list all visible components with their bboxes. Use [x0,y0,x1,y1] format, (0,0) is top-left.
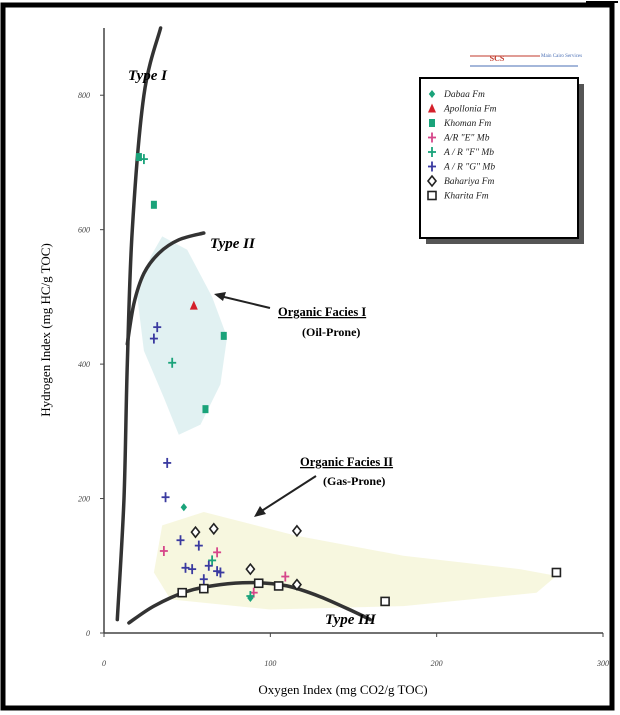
logo-right-text: Main Cairo Services [541,54,582,59]
data-point-series-2 [150,200,157,209]
label-organic-facies-ii: Organic Facies II [300,455,393,469]
legend-label-5: A / R "G" Mb [443,163,495,173]
data-point-series-7 [253,578,264,589]
x-axis-title: Oxygen Index (mg CO2/g TOC) [258,682,427,697]
legend-box [419,77,579,239]
label-type-iii: Type III [325,612,377,628]
data-point-series-6 [291,578,302,591]
label-type-i: Type I [128,68,168,84]
arrow-facies-i [219,295,271,309]
data-point-series-5 [163,457,172,468]
data-point-series-2 [202,405,209,414]
data-point-series-5 [153,322,162,333]
legend-marker-0 [428,90,436,98]
label-organic-facies-i: Organic Facies I [278,305,366,319]
label-type-ii: Type II [210,236,256,252]
data-point-series-7 [199,583,209,594]
data-point-series-3 [281,571,290,582]
legend-marker-3 [428,132,436,143]
legend-marker-5 [428,161,436,172]
data-point-series-5 [199,574,208,585]
data-point-series-5 [216,567,225,578]
data-points [135,153,562,607]
data-point-series-7 [551,567,562,578]
legend-marker-1 [428,103,436,113]
data-point-series-6 [291,524,302,538]
data-point-series-3 [213,547,222,558]
curve-type-i [115,26,163,622]
y-tick-label: 200 [78,495,90,504]
y-tick-label: 600 [78,226,90,235]
data-point-series-2 [135,153,142,162]
data-point-series-5 [194,540,203,551]
data-point-series-7 [273,581,284,591]
legend-label-2: Khoman Fm [443,119,491,129]
arrow-facies-ii [259,475,317,513]
data-point-series-5 [149,333,158,344]
data-point-series-6 [208,522,219,536]
data-point-series-5 [204,560,213,571]
legend-marker-4 [428,147,436,157]
data-point-series-4 [208,555,217,566]
legend-label-7: Kharita Fm [443,192,489,202]
kerogen-curves [115,26,372,625]
data-point-series-4 [246,591,255,602]
legend-label-1: Apollonia Fm [443,105,497,115]
data-point-series-5 [176,535,185,546]
company-logo: SCS Main Cairo Services [470,54,582,67]
region-organic-facies-i [137,236,228,435]
data-point-series-3 [159,545,168,556]
y-tick-label: 800 [78,91,90,100]
data-point-series-5 [188,564,197,575]
legend-marker-7 [427,190,437,201]
data-point-series-2 [220,331,227,340]
legend-marker-2 [429,119,435,127]
data-point-series-4 [139,154,148,165]
logo-left-text: SCS [490,54,505,63]
y-tick-label: 400 [78,360,90,369]
arrowhead-facies-i [214,292,226,301]
curve-type-ii [125,231,206,346]
axes: 0 100 200 300 0 200 400 600 800 [78,28,609,668]
data-point-series-1 [189,300,198,310]
arrowhead-facies-ii [254,506,266,517]
data-point-series-5 [161,492,170,503]
data-point-series-6 [190,525,201,539]
data-point-series-7 [380,596,390,607]
legend-marker-6 [426,174,438,188]
label-gas-prone: (Gas-Prone) [323,474,385,488]
x-tick-label: 300 [596,659,609,668]
y-axis-title: Hydrogen Index (mg HC/g TOC) [38,243,53,417]
data-point-series-6 [245,562,256,576]
legend-label-0: Dabaa Fm [443,90,485,100]
legend-label-3: A/R "E" Mb [443,134,490,144]
y-tick-label: 0 [86,629,90,638]
data-point-series-4 [168,357,177,368]
legend-label-6: Bahariya Fm [444,177,495,187]
legend: Dabaa Fm Apollonia Fm Khoman Fm A/R "E" Mb A… [419,77,584,244]
data-point-series-0 [180,503,188,512]
data-point-series-5 [181,562,190,573]
data-point-series-7 [177,587,187,598]
x-tick-label: 0 [102,659,106,668]
x-tick-label: 100 [264,659,276,668]
facies-regions [137,236,557,610]
x-tick-label: 200 [431,659,443,668]
label-oil-prone: (Oil-Prone) [302,325,360,339]
curve-type-iii [127,580,372,625]
legend-label-4: A / R "F" Mb [443,148,494,158]
